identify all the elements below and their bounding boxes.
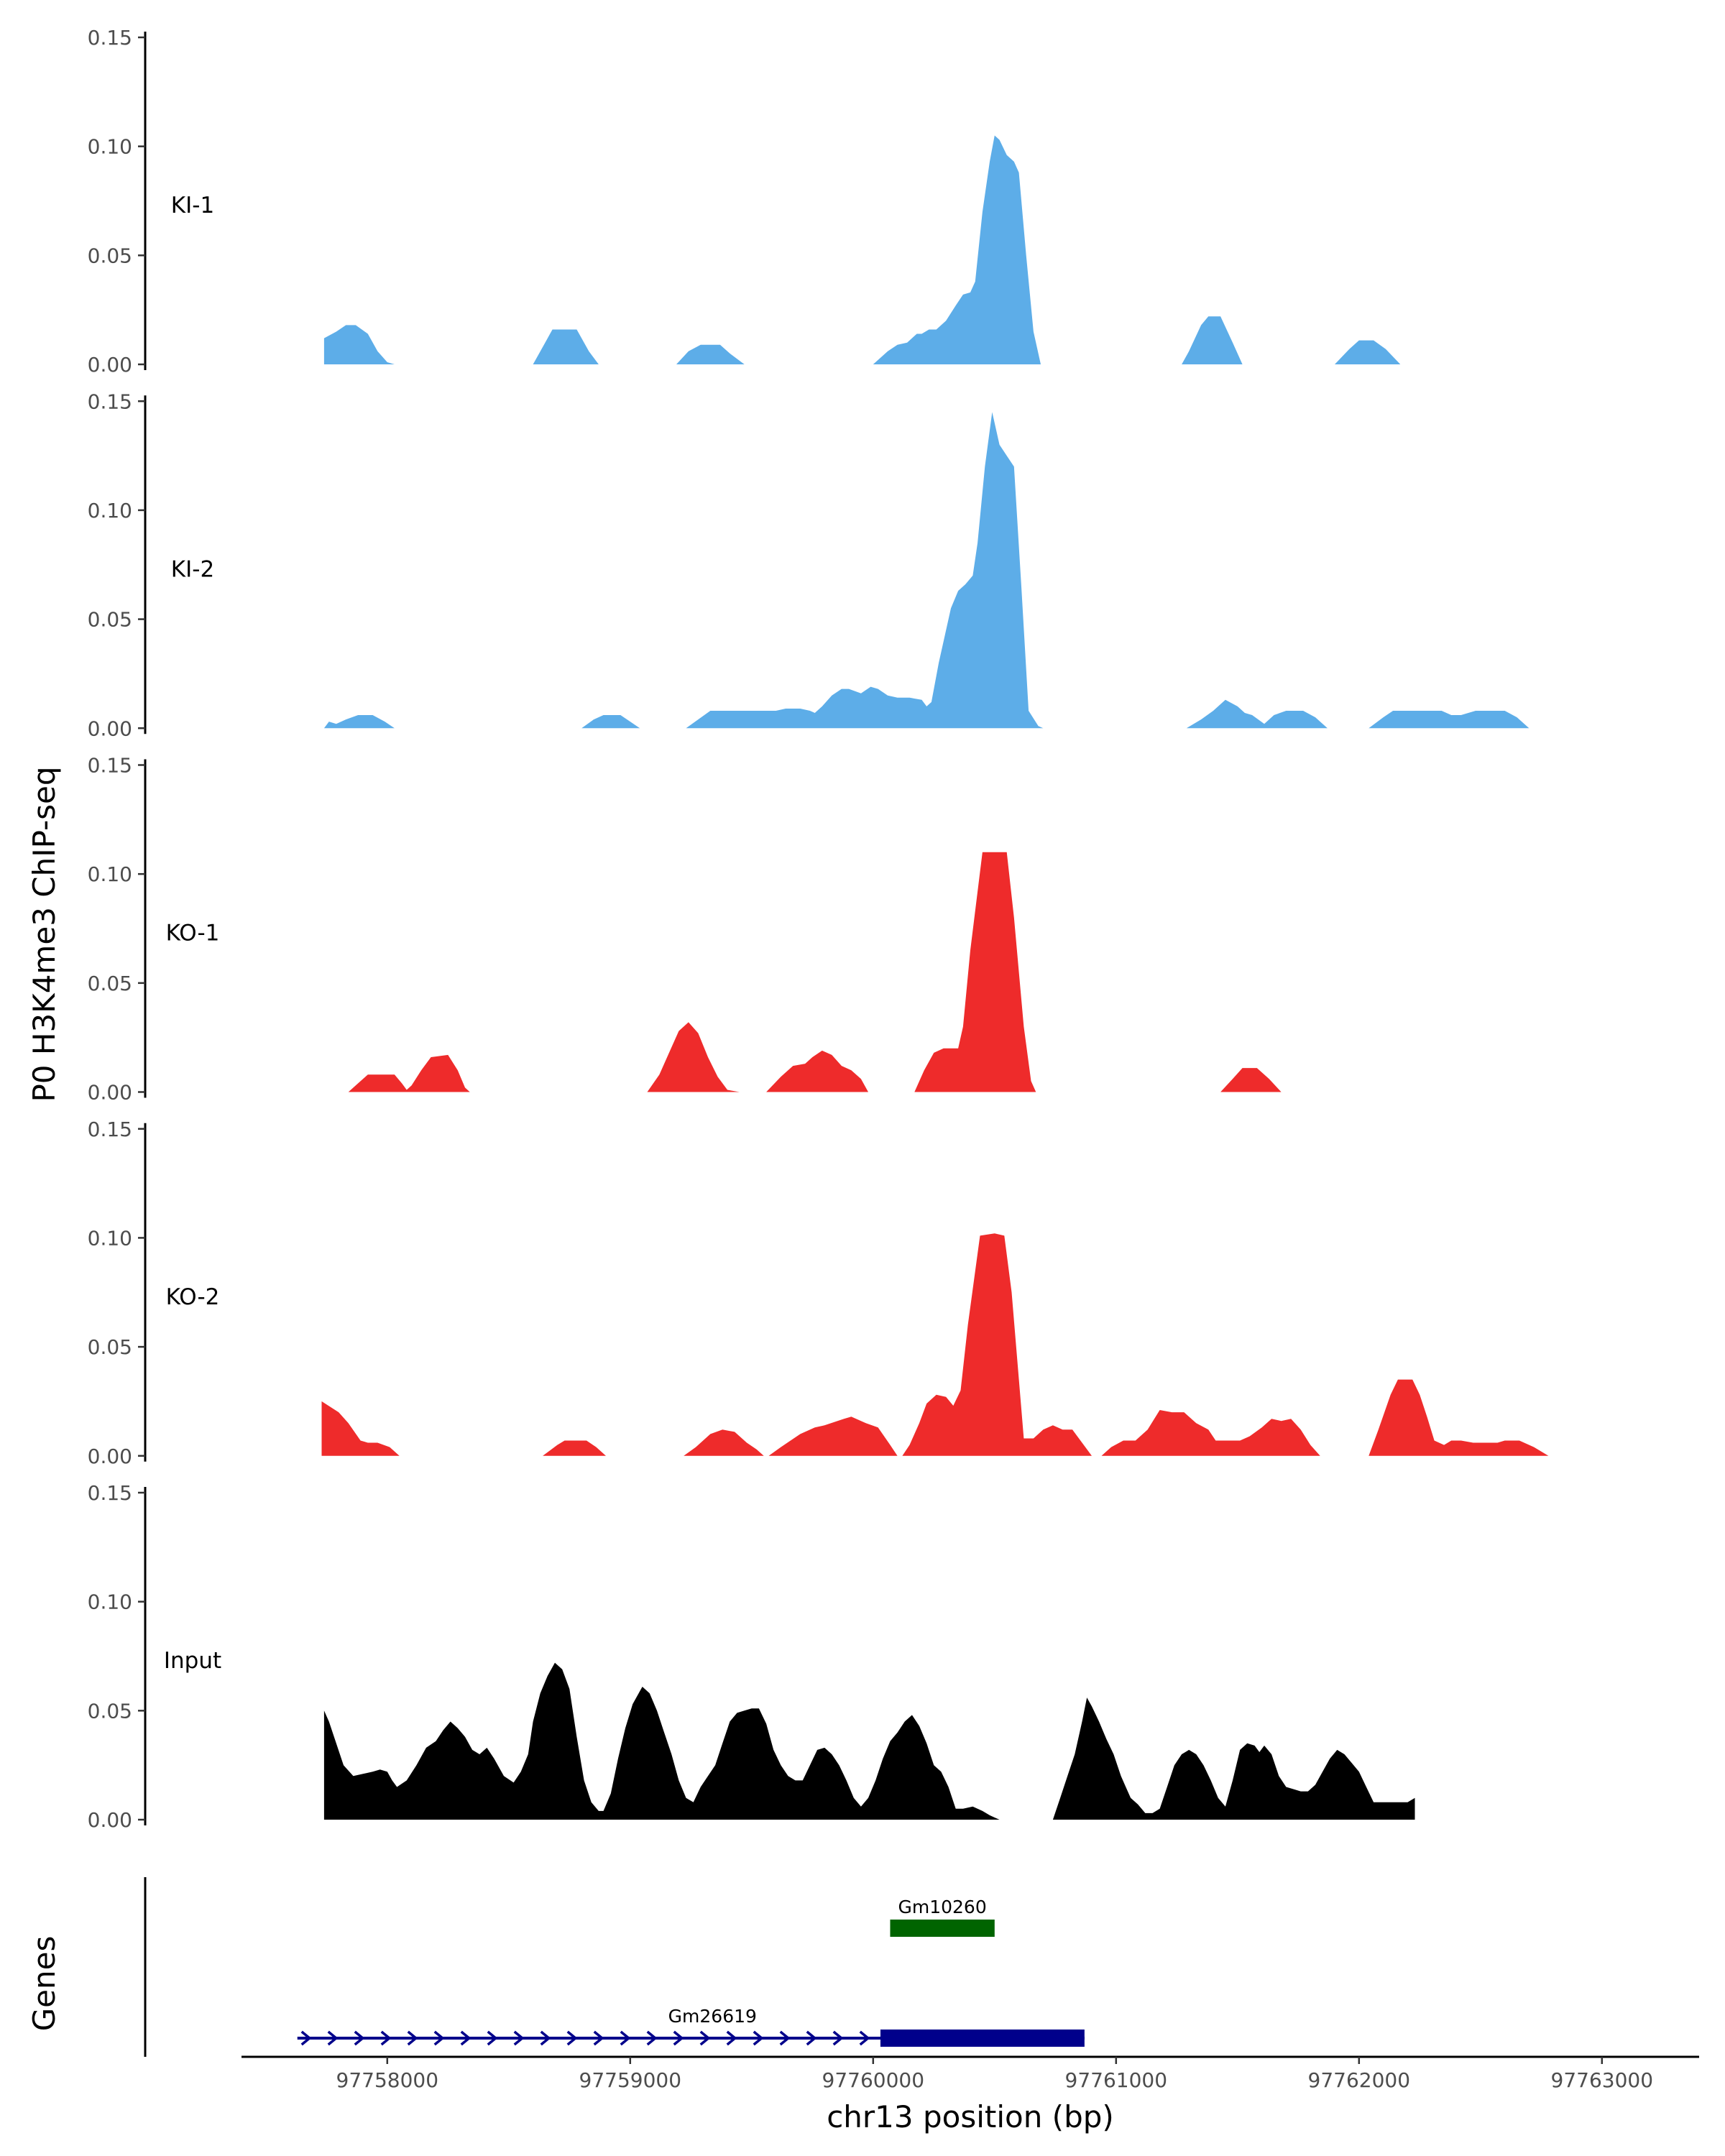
x-tick-label: 97761000 (1065, 2068, 1168, 2092)
genes-track-title: Genes (27, 1936, 62, 2032)
strand-arrow-icon (487, 2030, 498, 2046)
signal-area (676, 344, 745, 364)
y-tick-label: 0.00 (88, 717, 132, 740)
y-tick-label: 0.05 (88, 608, 132, 632)
strand-arrow-icon (593, 2030, 604, 2046)
signal-area (914, 852, 1036, 1092)
signal-tracks: 0.00 0.05 0.10 0.15 KI-1 0.00 0.05 0.10 0.15 KI-2… (88, 26, 1549, 1832)
strand-arrow-icon (779, 2030, 791, 2046)
track-label: Input (164, 1648, 221, 1674)
strand-arrow-icon (620, 2030, 631, 2046)
y-tick-label: 0.10 (88, 862, 132, 886)
strand-arrow-icon (300, 2030, 312, 2046)
y-tick-label: 0.10 (88, 1226, 132, 1250)
gene-label: Gm10260 (898, 1897, 986, 1917)
y-tick-label: 0.15 (88, 1481, 132, 1505)
signal-area (902, 1233, 1092, 1456)
signal-area (686, 412, 1044, 729)
strand-arrow-icon (673, 2030, 684, 2046)
y-tick-label: 0.10 (88, 1590, 132, 1614)
strand-arrow-icon (407, 2030, 418, 2046)
x-tick-label: 97763000 (1551, 2068, 1654, 2092)
y-tick-label: 0.15 (88, 1118, 132, 1141)
signal-area (647, 1022, 740, 1092)
strand-arrow-icon (460, 2030, 472, 2046)
strand-arrow-icon (699, 2030, 711, 2046)
x-tick-label: 97762000 (1308, 2068, 1411, 2092)
signal-area (1052, 1697, 1415, 1820)
signal-area (1335, 340, 1401, 364)
strand-arrow-icon (540, 2030, 551, 2046)
y-tick-label: 0.05 (88, 1335, 132, 1359)
gene-body (890, 1920, 995, 1937)
x-axis-title: chr13 position (bp) (827, 2099, 1114, 2134)
gene-label: Gm26619 (668, 2006, 757, 2027)
track-label: KO-2 (166, 1284, 220, 1310)
signal-area (873, 135, 1041, 364)
y-tick-label: 0.05 (88, 244, 132, 267)
x-axis: 97758000 97759000 97760000 97761000 97762000… (242, 2055, 1699, 2092)
y-tick-label: 0.15 (88, 754, 132, 778)
signal-area (323, 715, 395, 729)
y-tick-label: 0.00 (88, 1808, 132, 1832)
signal-area (1186, 699, 1328, 729)
y-tick-label: 0.10 (88, 135, 132, 159)
x-tick-label: 97758000 (336, 2068, 439, 2092)
y-axis-title: P0 H3K4me3 ChIP-seq (27, 766, 62, 1102)
signal-area (581, 715, 640, 729)
strand-arrow-icon (806, 2030, 817, 2046)
strand-arrow-icon (859, 2030, 870, 2046)
signal-area (543, 1440, 606, 1456)
signal-area (1101, 1410, 1320, 1456)
signal-area (1368, 1379, 1549, 1456)
strand-arrow-icon (380, 2030, 392, 2046)
gene-annotation-track: Gm10260 Gm26619 (144, 1877, 1085, 2057)
signal-area (684, 1429, 764, 1456)
signal-area (1220, 1068, 1282, 1092)
signal-area (1182, 316, 1243, 364)
track-ko-1: 0.00 0.05 0.10 0.15 KO-1 (88, 754, 1282, 1105)
signal-area (1368, 711, 1530, 729)
x-tick-label: 97759000 (579, 2068, 682, 2092)
track-label: KO-1 (166, 921, 220, 946)
strand-arrow-icon (726, 2030, 737, 2046)
x-tick-label: 97760000 (822, 2068, 925, 2092)
track-ki-1: 0.00 0.05 0.10 0.15 KI-1 (88, 26, 1401, 377)
y-tick-label: 0.00 (88, 1445, 132, 1468)
signal-area (768, 1416, 898, 1456)
signal-area (321, 1401, 400, 1456)
track-ko-2: 0.00 0.05 0.10 0.15 KO-2 (88, 1118, 1549, 1468)
strand-arrow-icon (354, 2030, 365, 2046)
strand-arrow-icon (646, 2030, 658, 2046)
track-label: KI-1 (171, 193, 214, 218)
y-tick-label: 0.15 (88, 390, 132, 413)
signal-area (323, 1662, 1000, 1820)
strand-arrow-icon (327, 2030, 339, 2046)
strand-arrow-icon (433, 2030, 445, 2046)
gene-exon (880, 2030, 1085, 2047)
strand-arrow-icon (566, 2030, 578, 2046)
y-tick-label: 0.10 (88, 499, 132, 522)
strand-arrow-icon (832, 2030, 844, 2046)
signal-area (348, 1054, 470, 1092)
signal-area (323, 325, 395, 364)
track-ki-2: 0.00 0.05 0.10 0.15 KI-2 (88, 390, 1530, 740)
y-tick-label: 0.00 (88, 1081, 132, 1105)
signal-area (533, 329, 599, 364)
y-tick-label: 0.00 (88, 353, 132, 377)
strand-arrow-icon (753, 2030, 764, 2046)
y-tick-label: 0.05 (88, 1699, 132, 1723)
y-tick-label: 0.05 (88, 972, 132, 995)
signal-area (766, 1050, 868, 1092)
strand-arrow-icon (513, 2030, 525, 2046)
track-label: KI-2 (171, 556, 214, 582)
y-tick-label: 0.15 (88, 26, 132, 50)
track-input: 0.00 0.05 0.10 0.15 Input (88, 1481, 1415, 1832)
